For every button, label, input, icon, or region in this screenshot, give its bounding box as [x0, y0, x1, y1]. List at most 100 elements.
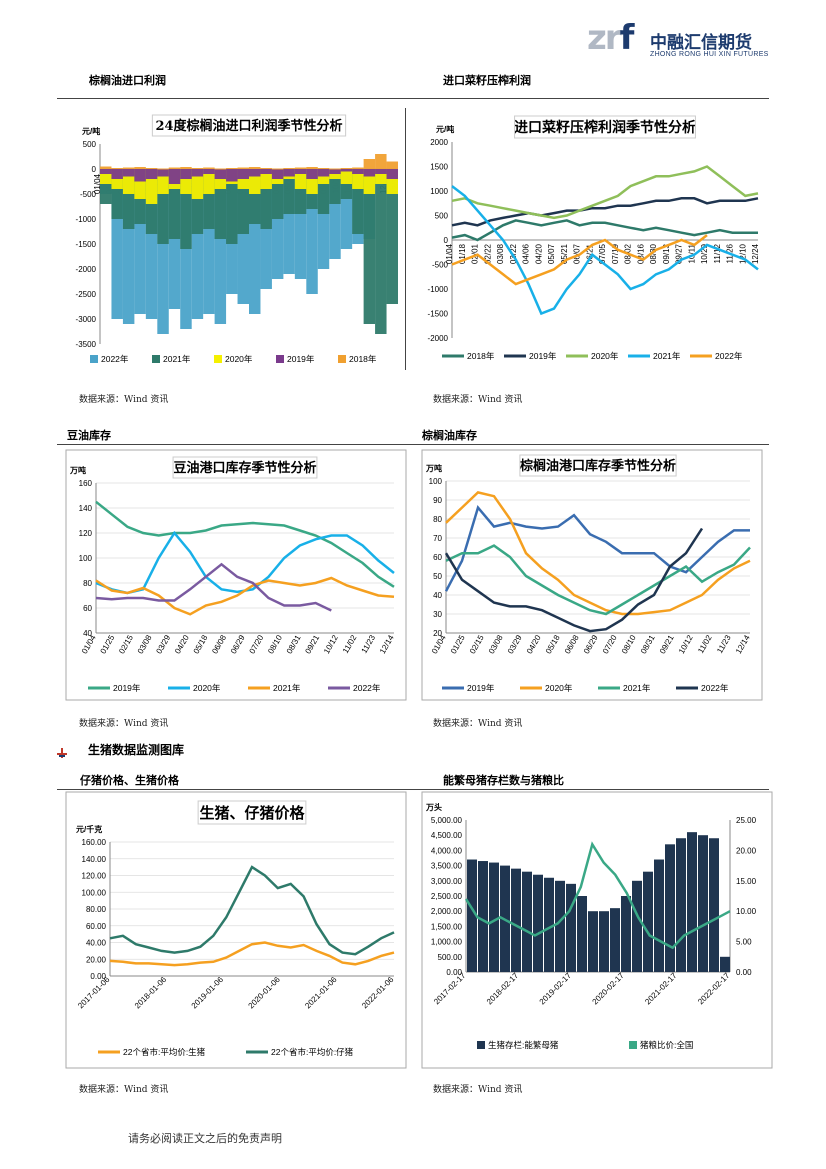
series-2022-4 [451, 234, 708, 286]
area-mark [283, 168, 295, 169]
area-mark [363, 169, 376, 194]
area-mark [203, 167, 215, 169]
series-2019-0 [95, 500, 395, 588]
x-tick-label: 08/30 [649, 243, 658, 264]
bar [643, 871, 653, 972]
x-tick-label: 08/10 [266, 633, 284, 655]
area-mark [375, 154, 387, 169]
y-tick-label: 1,500.00 [431, 922, 463, 931]
legend-label: 2022年 [101, 354, 129, 364]
area-mark [111, 169, 123, 319]
bar [665, 844, 675, 972]
area-mark [237, 169, 249, 179]
area-mark [283, 169, 295, 177]
x-tick-label: 09/13 [662, 243, 671, 264]
y-tick-label: -500 [432, 261, 449, 270]
area-mark [237, 169, 249, 234]
y-tick-label: 20 [433, 629, 442, 638]
area-mark [145, 169, 158, 204]
x-tick-label: 11/02 [696, 633, 714, 655]
series-line [451, 197, 759, 227]
bar [599, 911, 609, 972]
source-note: 数据来源：Wind 资讯 [433, 719, 523, 729]
x-tick-label: 02/15 [468, 633, 486, 655]
y-tick-label: -1000 [76, 215, 97, 224]
chart-title-box [197, 800, 307, 825]
x-tick-label: 01/04 [445, 243, 454, 264]
legend-item: 2019年 [88, 683, 141, 693]
legend-item: 2022年 [90, 354, 129, 364]
series-2019-0 [444, 505, 750, 592]
chart-rapeseed-crush-profit: 进口菜籽压榨利润季节性分析 元/吨 2000 1500 1000 500 0 -500 -100… [420, 104, 770, 376]
area-mark [340, 168, 353, 169]
bar [588, 911, 598, 972]
y-tick-label: 500 [435, 212, 449, 221]
x-tick-label: 03/08 [136, 633, 154, 655]
series-line [444, 527, 704, 633]
y-tick-label: 60 [433, 553, 442, 562]
legend-item: 2021年 [152, 354, 191, 364]
area-mark [168, 167, 181, 169]
legend-swatch [214, 355, 222, 363]
logo-company-name-en: ZHONG RONG HUI XIN FUTURES [650, 51, 769, 58]
bar [577, 896, 587, 972]
legend-swatch [629, 1041, 637, 1049]
area-mark [226, 169, 238, 244]
legend-label: 2019年 [529, 351, 557, 361]
x-tick-label: 12/24 [751, 243, 760, 264]
source-note: 数据来源：Wind 资讯 [433, 1085, 523, 1095]
x-tick-label: 07/19 [611, 243, 620, 264]
y-axis-unit: 元/千克 [76, 824, 102, 834]
area-mark [226, 169, 238, 182]
x-tick-label: 03/08 [496, 243, 505, 264]
area-mark [306, 169, 318, 194]
area-mark [203, 169, 215, 194]
legend-item: 22个省市:平均价:仔猪 [246, 1047, 354, 1057]
y-tick-label: -500 [80, 190, 97, 199]
area-mark [237, 167, 249, 169]
x-tick-label: 10/12 [322, 633, 340, 655]
series-line [451, 219, 758, 242]
y-tick-label: 160.00 [82, 838, 107, 847]
area-mark [180, 167, 192, 169]
bar [489, 862, 499, 972]
x-tick-label: 10/29 [700, 243, 709, 264]
legend-label: 2021年 [163, 354, 191, 364]
x-tick-label: 2019-02-17 [538, 971, 574, 1007]
x-tick-label: 03/29 [506, 633, 524, 655]
area-mark [203, 169, 215, 314]
x-tick-label: 06/08 [563, 633, 581, 655]
area-mark [180, 169, 192, 179]
area-mark [260, 169, 272, 229]
area-mark [283, 169, 295, 214]
area-mark [145, 168, 158, 169]
legend-item: 2019年 [276, 354, 315, 364]
series-line [95, 562, 332, 612]
x-tick-label: 04/20 [525, 633, 543, 655]
y-tick-label: -3500 [76, 340, 97, 349]
area-mark [191, 169, 204, 199]
area-mark [294, 169, 307, 174]
x-tick-label: 02/01 [471, 243, 480, 264]
area-mark [134, 169, 146, 182]
y-tick-label: 0 [444, 236, 449, 245]
x-tick-label: 2020-02-17 [591, 971, 627, 1007]
y-tick-label: -2500 [76, 290, 97, 299]
area-mark [122, 169, 135, 324]
x-tick-label: 07/20 [601, 633, 619, 655]
legend-label: 22个省市:平均价:仔猪 [271, 1047, 354, 1057]
area-mark [271, 169, 284, 219]
area-mark [157, 168, 169, 170]
area-mark [317, 169, 330, 269]
footer-disclaimer: 请务必阅读正文之后的免责声明 [128, 1132, 282, 1145]
area-mark [375, 169, 387, 184]
legend-label: 2018年 [467, 351, 495, 361]
area-mark [306, 169, 318, 179]
x-tick-label: 2021-01-06 [303, 975, 339, 1011]
area-mark [283, 169, 295, 274]
legend-item: 2019年 [504, 351, 557, 361]
area-mark [191, 168, 204, 169]
area-mark [203, 169, 215, 229]
area-mark [306, 169, 318, 294]
area-mark [306, 167, 318, 169]
